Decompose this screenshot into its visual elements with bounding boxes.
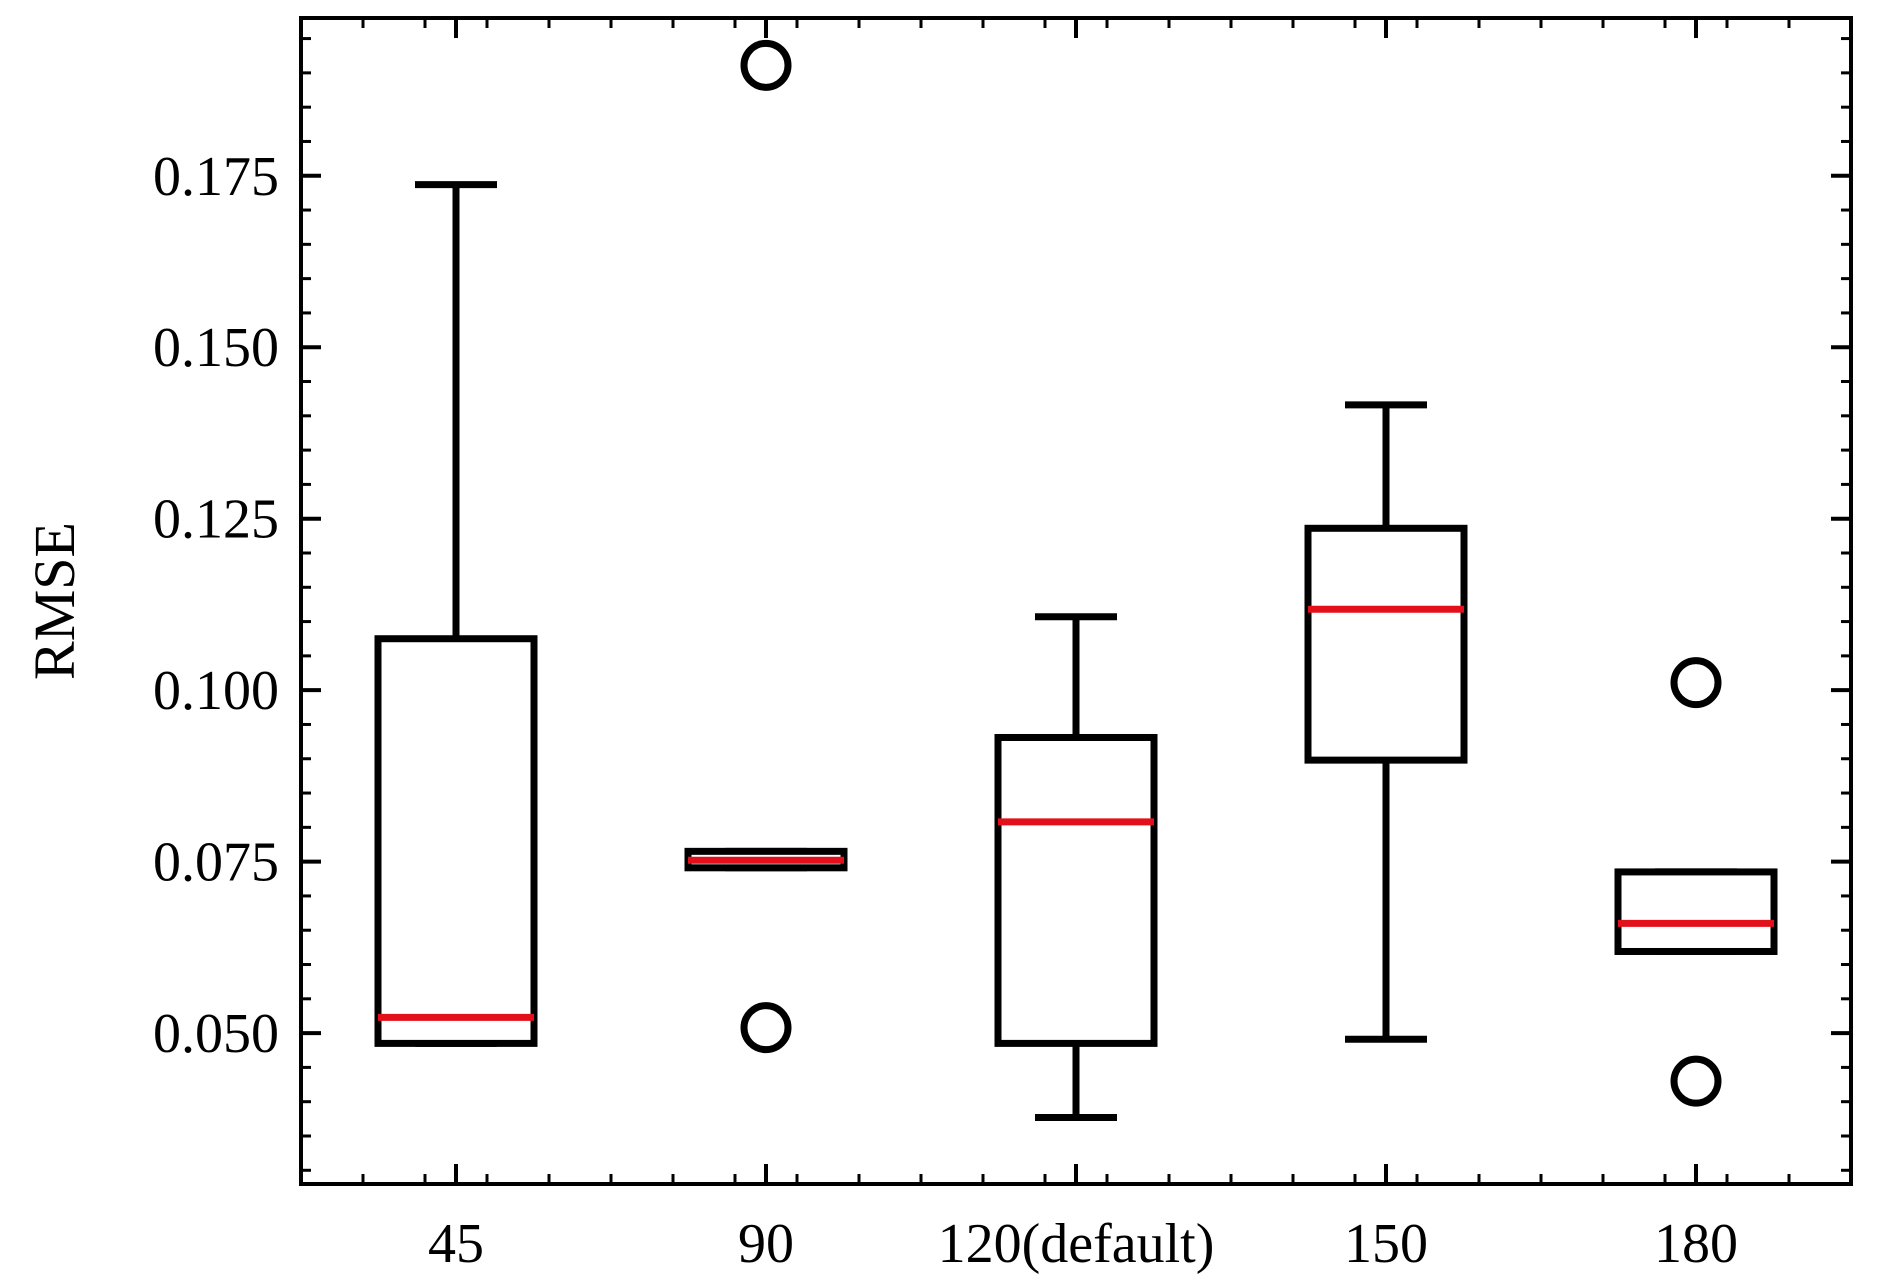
box-45 <box>374 181 538 1047</box>
x-tick-label: 45 <box>428 1213 484 1275</box>
outliers <box>740 39 1722 1107</box>
x-tick-label: 90 <box>738 1213 794 1275</box>
box-iqr <box>1304 524 1468 764</box>
y-tick-label: 0.100 <box>153 660 279 722</box>
x-tick-label: 150 <box>1344 1213 1428 1275</box>
boxes <box>374 181 1778 1121</box>
outlier-point <box>1670 1055 1722 1107</box>
box-120(default) <box>994 613 1158 1121</box>
outlier-point <box>740 1002 792 1054</box>
plot-frame <box>299 16 1853 1186</box>
outlier-point <box>1670 657 1722 709</box>
x-tick-labels: 45 90 120(default) 150 180 <box>428 1213 1738 1275</box>
box-90 <box>684 847 848 872</box>
outlier-point <box>740 39 792 91</box>
y-tick-label: 0.050 <box>153 1003 279 1065</box>
y-tick-label: 0.175 <box>153 146 279 208</box>
y-tick-label: 0.075 <box>153 832 279 894</box>
box-iqr <box>994 733 1158 1047</box>
y-axis-title: RMSE <box>22 522 87 680</box>
y-tick-label: 0.150 <box>153 317 279 379</box>
major-ticks <box>301 18 1851 1184</box>
y-tick-label: 0.125 <box>153 489 279 551</box>
y-tick-labels: 0.050 0.075 0.100 0.125 0.150 0.175 <box>153 146 279 1065</box>
x-tick-label: 180 <box>1654 1213 1738 1275</box>
box-180 <box>1614 868 1778 955</box>
x-tick-label: 120(default) <box>938 1213 1215 1275</box>
box-iqr <box>1614 868 1778 955</box>
box-150 <box>1304 401 1468 1043</box>
box-iqr <box>374 635 538 1047</box>
